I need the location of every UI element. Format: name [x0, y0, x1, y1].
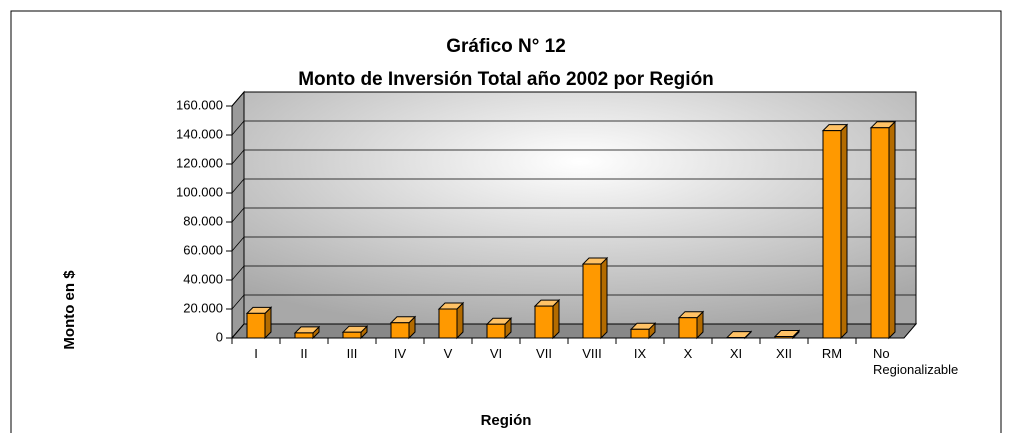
bar-front	[294, 332, 314, 339]
x-tick-label: IV	[393, 346, 407, 361]
x-tick-label-box: No Regionalizable	[873, 346, 959, 377]
grid-line	[231, 91, 916, 107]
x-tick-label-box: X	[683, 346, 693, 361]
y-tick-label: 20.000	[183, 300, 223, 315]
x-tick-label-box: V	[443, 346, 453, 361]
bar	[533, 298, 561, 340]
x-tick-label-box: XI	[729, 346, 743, 361]
bar	[725, 330, 753, 340]
x-axis-label: Región	[481, 412, 532, 429]
x-tick-label-box: I	[254, 346, 258, 361]
bar	[821, 123, 849, 340]
bar	[245, 306, 273, 340]
x-tick-label-box: VIII	[582, 346, 602, 361]
x-tick-label: XI	[729, 346, 743, 361]
x-tick-label-box: II	[300, 346, 308, 361]
grid-line	[231, 265, 916, 281]
x-tick-label: II	[300, 346, 308, 361]
grid-line	[231, 236, 916, 252]
x-tick-label: No Regionalizable	[873, 346, 959, 377]
plot-area	[230, 90, 918, 340]
bar-front	[678, 317, 698, 339]
y-axis-label: Monto en $	[61, 270, 78, 350]
grid-line	[231, 149, 916, 165]
bar-side	[888, 120, 896, 340]
bar	[869, 120, 897, 340]
bar-front	[582, 263, 602, 339]
x-tick-label: VIII	[582, 346, 602, 361]
grid-line	[231, 120, 916, 136]
x-tick-label-box: III	[346, 346, 358, 361]
floor	[230, 323, 918, 339]
frame	[10, 10, 1002, 433]
bar-front	[822, 130, 842, 339]
grid-line	[231, 207, 916, 223]
x-tick-label: III	[346, 346, 358, 361]
chart-title: Monto de Inversión Total año 2002 por Re…	[298, 69, 714, 90]
bar	[341, 324, 369, 340]
x-tick-label: IX	[633, 346, 647, 361]
y-tick-label: 120.000	[176, 155, 223, 170]
bar	[485, 317, 513, 340]
y-tick-label: 140.000	[176, 126, 223, 141]
bar-front	[486, 323, 506, 339]
y-tick-label: 0	[216, 329, 223, 344]
bar-front	[342, 331, 362, 339]
bar	[629, 322, 657, 340]
x-tick-label: RM	[821, 346, 843, 361]
x-tick-label-box: VII	[536, 346, 552, 361]
x-tick-label-box: RM	[821, 346, 843, 361]
bar-front	[774, 336, 794, 339]
x-tick-label-box: VI	[489, 346, 503, 361]
x-tick-label: XII	[776, 346, 792, 361]
x-tick-label: VI	[489, 346, 503, 361]
bar-front	[630, 328, 650, 339]
x-tick-label-box: IX	[633, 346, 647, 361]
x-tick-label: I	[254, 346, 258, 361]
grid-line	[231, 178, 916, 194]
bar-side	[840, 123, 848, 340]
bar-front	[438, 308, 458, 339]
y-tick-label: 60.000	[183, 242, 223, 257]
x-tick-label: X	[683, 346, 693, 361]
bar	[437, 301, 465, 340]
bar	[293, 325, 321, 340]
bar	[389, 315, 417, 340]
x-tick-label: VII	[536, 346, 552, 361]
chart-title: Gráfico N° 12	[446, 36, 566, 57]
bar-side	[600, 256, 608, 340]
y-tick-label: 40.000	[183, 271, 223, 286]
bar	[773, 329, 801, 340]
bar-front	[534, 305, 554, 339]
y-tick-label: 160.000	[176, 97, 223, 112]
bar-front	[870, 127, 890, 339]
x-tick-label-box: IV	[393, 346, 407, 361]
bar-front	[246, 312, 266, 339]
bar-front	[390, 322, 410, 339]
grid-line	[231, 294, 916, 310]
bar	[677, 310, 705, 340]
x-tick-label-box: XII	[776, 346, 792, 361]
bar	[581, 256, 609, 340]
y-tick-label: 100.000	[176, 184, 223, 199]
x-tick-label: V	[443, 346, 453, 361]
y-tick-label: 80.000	[183, 213, 223, 228]
